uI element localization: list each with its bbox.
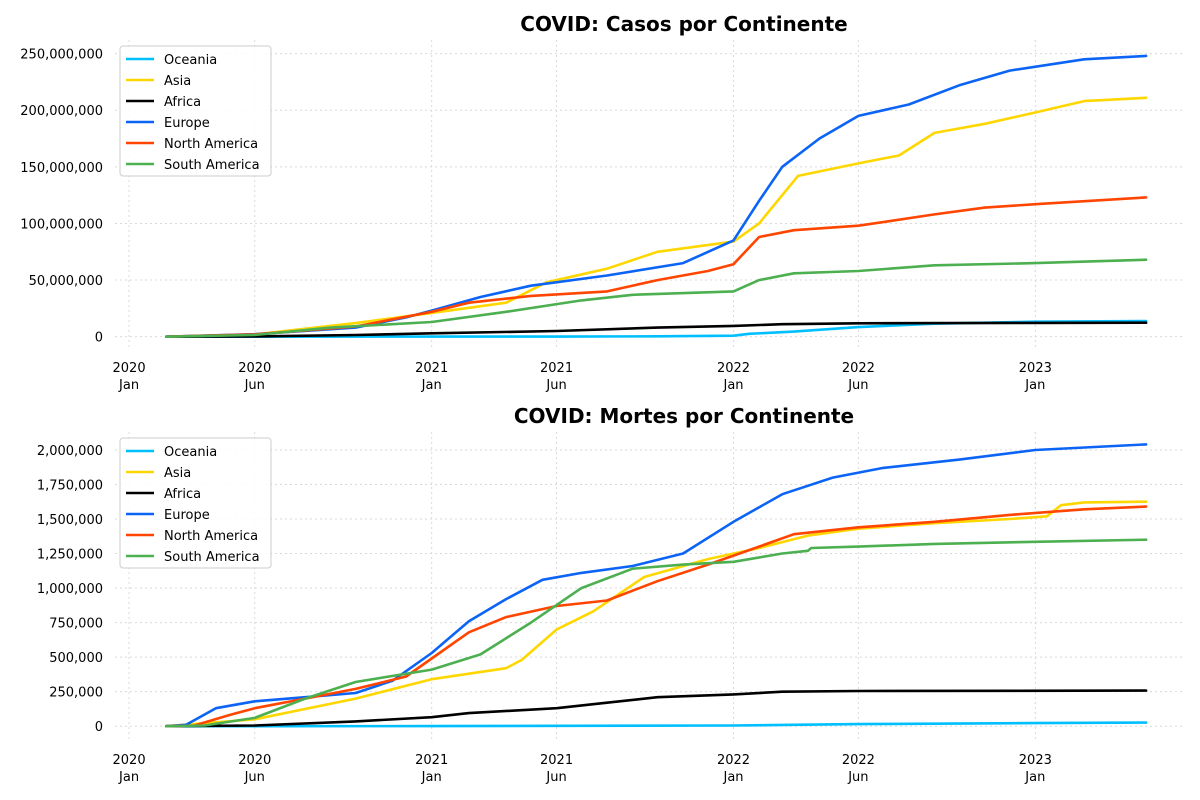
legend-label: North America	[164, 529, 258, 544]
y-tick-label: 150,000,000	[20, 161, 103, 176]
x-tick-label: Jan	[118, 770, 139, 785]
series-line-north-america	[165, 196, 1148, 338]
x-tick-label: Jun	[244, 770, 265, 785]
chart-title: COVID: Casos por Continente	[520, 12, 847, 36]
x-tick-label: Jan	[421, 378, 442, 393]
x-tick-label: 2021	[540, 361, 573, 376]
y-tick-label: 0	[95, 331, 103, 346]
legend-label: Asia	[164, 74, 191, 89]
legend-label: South America	[164, 158, 260, 173]
legend-label: Asia	[164, 466, 191, 481]
legend: Oceania Asia Africa Europe North America Sout…	[119, 437, 272, 569]
x-tick-label: 2022	[842, 361, 875, 376]
series-line-europe	[165, 443, 1148, 728]
x-tick-label: 2021	[415, 361, 448, 376]
x-tick-label: Jun	[545, 378, 566, 393]
x-tick-label: Jan	[722, 378, 743, 393]
y-tick-label: 500,000	[49, 651, 103, 666]
x-tick-label: 2022	[842, 753, 875, 768]
series-line-asia	[165, 500, 1148, 728]
legend-label: Oceania	[164, 445, 217, 460]
y-tick-label: 1,500,000	[37, 513, 103, 528]
y-tick-label: 250,000,000	[20, 48, 103, 63]
x-tick-label: Jun	[847, 378, 868, 393]
x-tick-label: 2020	[238, 753, 271, 768]
y-tick-label: 200,000,000	[20, 104, 103, 119]
legend-box	[119, 45, 272, 177]
legend-label: Africa	[164, 487, 201, 502]
y-tick-label: 1,000,000	[37, 582, 103, 597]
x-tick-label: 2023	[1019, 361, 1052, 376]
y-tick-label: 1,250,000	[37, 548, 103, 563]
y-tick-label: 750,000	[49, 617, 103, 632]
y-tick-label: 0	[95, 720, 103, 735]
legend: Oceania Asia Africa Europe North America Sout…	[119, 45, 272, 177]
x-tick-label: 2020	[113, 753, 146, 768]
x-tick-label: 2022	[717, 361, 750, 376]
x-tick-label: Jan	[1024, 378, 1045, 393]
legend-label: Oceania	[164, 53, 217, 68]
y-tick-label: 1,750,000	[37, 478, 103, 493]
y-tick-label: 2,000,000	[37, 444, 103, 459]
legend-label: North America	[164, 137, 258, 152]
series-line-north-america	[165, 505, 1148, 728]
x-tick-label: 2023	[1019, 753, 1052, 768]
chart-panel-1: COVID: Casos por Continente 0 50,000,000 10…	[20, 12, 1185, 393]
y-tick-label: 250,000	[49, 686, 103, 701]
series-line-africa	[165, 689, 1148, 728]
x-tick-label: 2020	[113, 361, 146, 376]
series-line-oceania	[165, 721, 1148, 728]
x-tick-label: Jun	[545, 770, 566, 785]
x-tick-label: Jan	[722, 770, 743, 785]
chart-title: COVID: Mortes por Continente	[514, 404, 854, 428]
x-tick-label: 2020	[238, 361, 271, 376]
legend-box	[119, 437, 272, 569]
x-tick-label: 2022	[717, 753, 750, 768]
legend-label: Europe	[164, 508, 210, 523]
series-line-south-america	[165, 258, 1148, 338]
x-tick-label: 2021	[540, 753, 573, 768]
y-tick-label: 100,000,000	[20, 217, 103, 232]
series-line-south-america	[165, 538, 1148, 728]
legend-label: Africa	[164, 95, 201, 110]
legend-label: South America	[164, 550, 260, 565]
x-tick-label: Jan	[1024, 770, 1045, 785]
y-tick-label: 50,000,000	[29, 274, 103, 289]
x-tick-label: 2021	[415, 753, 448, 768]
x-tick-label: Jun	[244, 378, 265, 393]
x-tick-label: Jan	[118, 378, 139, 393]
legend-label: Europe	[164, 116, 210, 131]
x-tick-label: Jun	[847, 770, 868, 785]
x-tick-label: Jan	[421, 770, 442, 785]
chart-panel-2: COVID: Mortes por Continente 0 250,000 500,…	[37, 404, 1185, 785]
series-line-africa	[165, 321, 1148, 338]
series-line-asia	[165, 96, 1148, 338]
